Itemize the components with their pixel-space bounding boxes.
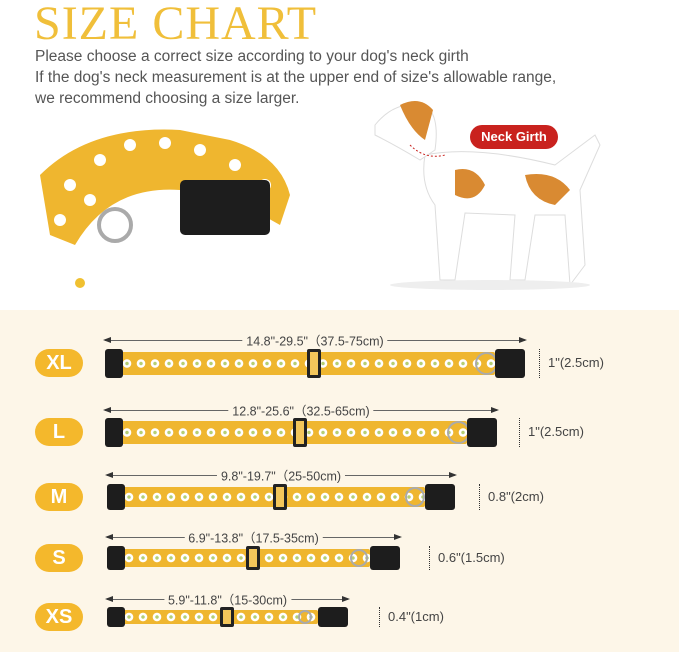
size-badge: XS: [35, 603, 83, 631]
d-ring: [350, 549, 368, 567]
dog-illustration: [374, 101, 601, 290]
collar-product-image: [40, 129, 290, 297]
width-marker: [429, 546, 430, 570]
buckle-female: [467, 417, 497, 447]
d-ring: [405, 487, 425, 507]
buckle-male: [107, 607, 125, 627]
width-label: 0.4"(1cm): [388, 609, 444, 624]
width-label: 0.8"(2cm): [488, 489, 544, 504]
size-badge: S: [35, 544, 83, 572]
size-badge: L: [35, 418, 83, 446]
buckle-female: [318, 607, 348, 627]
length-label: 14.8"-29.5"（37.5-75cm): [242, 330, 388, 350]
length-label: 5.9"-11.8"（15-30cm): [163, 589, 292, 609]
buckle-male: [107, 484, 125, 510]
instruction-line: Please choose a correct size according t…: [35, 48, 469, 65]
width-marker: [519, 417, 520, 447]
instruction-line: we recommend choosing a size larger.: [35, 90, 300, 107]
buckle-female: [495, 348, 525, 378]
page-title: SIZE CHART: [34, 0, 318, 50]
width-marker: [479, 484, 480, 510]
buckle-male: [105, 417, 123, 447]
buckle-female: [425, 484, 455, 510]
width-label: 1"(2.5cm): [528, 424, 584, 439]
slider: [273, 484, 287, 510]
width-label: 0.6"(1.5cm): [438, 550, 505, 565]
width-marker: [379, 607, 380, 627]
slider: [307, 348, 321, 378]
slider: [293, 417, 307, 447]
width-label: 1"(2.5cm): [548, 355, 604, 370]
neck-girth-label: Neck Girth: [470, 125, 558, 149]
buckle-male: [107, 546, 125, 570]
instructions: Please choose a correct size according t…: [35, 46, 556, 109]
length-label: 12.8"-25.6"（32.5-65cm): [228, 400, 374, 420]
size-badge: XL: [35, 349, 83, 377]
length-label: 9.8"-19.7"（25-50cm): [216, 465, 346, 485]
buckle-female: [370, 546, 400, 570]
width-marker: [539, 348, 540, 378]
d-ring: [298, 610, 312, 624]
size-badge: M: [35, 483, 83, 511]
slider: [219, 607, 234, 627]
instruction-line: If the dog's neck measurement is at the …: [35, 69, 557, 86]
length-label: 6.9"-13.8"（17.5-35cm): [184, 527, 323, 547]
buckle-male: [105, 348, 123, 378]
slider: [245, 546, 260, 570]
